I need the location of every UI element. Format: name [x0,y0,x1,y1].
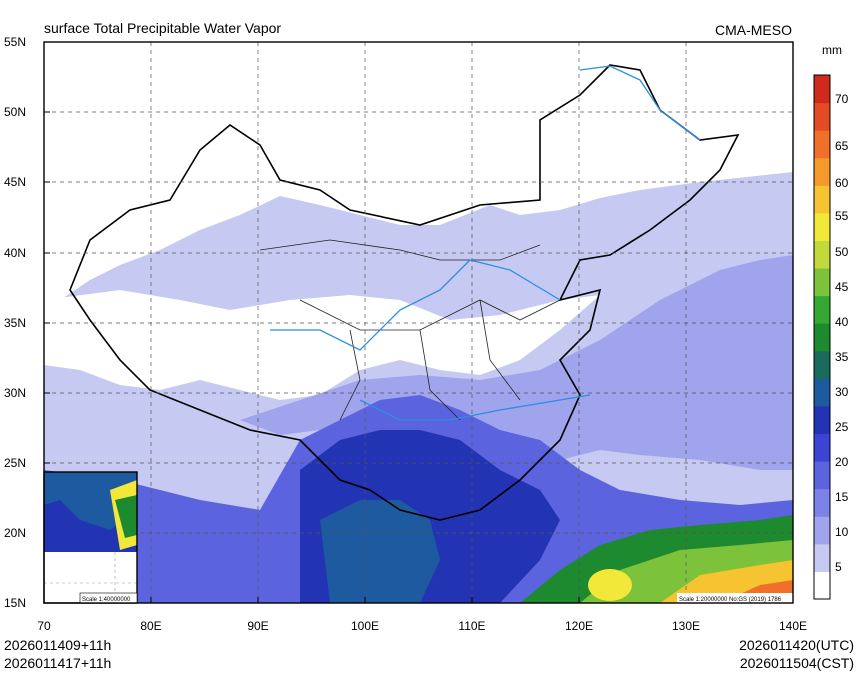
colorbar-cell [814,433,830,462]
colorbar-cell [814,323,830,352]
map-title: surface Total Precipitable Water Vapor [44,20,282,36]
lon-label-70: 70 [37,619,51,633]
colorbar-label-55: 55 [835,209,849,223]
colorbar-cell [814,212,830,241]
colorbar-cell [814,75,830,104]
map-scale-label: Scale 1:20000000 No:GS (2019) 1786 [679,597,782,603]
field-band-60-spot [588,569,632,601]
lat-label-40n: 40N [4,246,27,260]
colorbar-cell [814,102,830,131]
rivers [270,65,701,421]
init-time-2: 2026011417+11h [4,655,112,671]
lat-label-35n: 35N [4,316,27,330]
inset-map [44,472,137,603]
colorbar-label-65: 65 [835,139,849,153]
lat-label-30n: 30N [4,386,27,400]
colorbar-label-5: 5 [835,560,842,574]
colorbar-cell [814,378,830,407]
map-frame [43,41,794,604]
colorbar-unit: mm [822,43,842,57]
colorbar-cell [814,268,830,297]
colorbar-cell [814,157,830,186]
colorbar [813,74,831,600]
colorbar-cell [814,461,830,490]
lat-label-20n: 20N [4,526,27,540]
lat-label-45n: 45N [4,175,27,189]
inset-scale-label: Scale 1:40000000 [82,597,131,603]
field-band-30 [320,500,440,603]
lon-label-140e: 140E [778,619,808,633]
model-source-label: CMA-MESO [715,22,792,38]
colorbar-label-60: 60 [835,176,849,190]
province-borders [259,239,561,421]
valid-time-cst: 2026011504(CST) [739,655,854,671]
colorbar-cell [814,350,830,379]
colorbar-label-35: 35 [835,350,849,364]
lon-label-90e: 90E [247,619,269,633]
colorbar-cell [814,543,830,572]
china-border [69,64,740,521]
colorbar-cell [814,240,830,269]
lon-label-130e: 130E [671,619,701,633]
field-dry-north [44,42,793,305]
lon-label-120e: 120E [564,619,594,633]
colorbar-label-30: 30 [835,385,849,399]
colorbar-cell [814,405,830,435]
colorbar-label-50: 50 [835,245,849,259]
colorbar-cell [814,571,830,600]
valid-time-utc: 2026011420(UTC) [739,637,854,653]
lat-label-15n: 15N [4,596,27,610]
colorbar-cell [814,185,830,214]
lon-label-100e: 100E [350,619,380,633]
lon-label-110e: 110E [458,619,486,633]
colorbar-cell [814,488,830,517]
lat-label-55n: 55N [4,35,27,49]
colorbar-label-40: 40 [835,315,849,329]
gridlines [44,42,793,603]
colorbar-label-45: 45 [835,280,849,294]
colorbar-label-15: 15 [835,490,849,504]
lat-label-25n: 25N [4,456,27,470]
colorbar-label-20: 20 [835,455,849,469]
colorbar-label-25: 25 [835,420,849,434]
init-time-1: 2026011409+11h [4,637,112,653]
field-dry-plateau [44,290,600,400]
colorbar-cell [814,295,830,324]
colorbar-cell [814,516,830,545]
colorbar-cell [814,130,830,159]
colorbar-label-70: 70 [835,92,849,106]
lon-label-80e: 80E [140,619,162,633]
lat-label-50n: 50N [4,105,27,119]
colorbar-label-10: 10 [835,525,849,539]
